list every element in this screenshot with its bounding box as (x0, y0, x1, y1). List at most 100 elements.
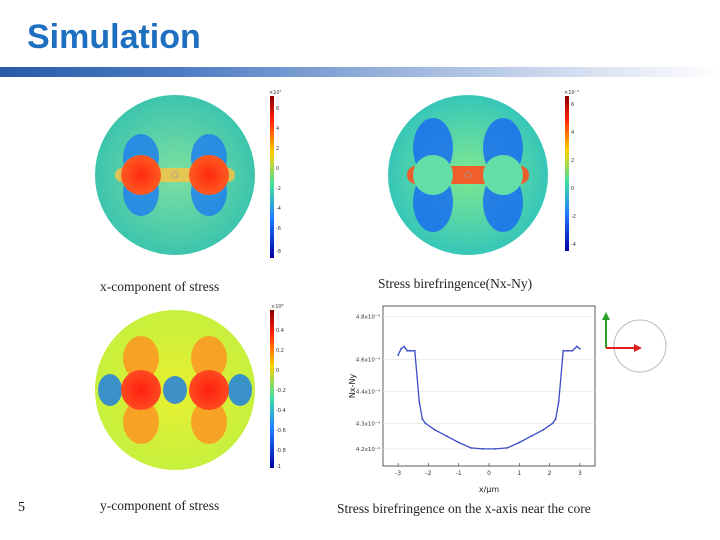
colorbar-scale-label: ×10⁷ (269, 90, 282, 96)
colorbar-tick-label: -4 (571, 242, 576, 248)
plot-area (382, 305, 596, 467)
colorbar-tick-label: -2 (571, 214, 576, 220)
colorbar-tick-label: 2 (571, 158, 574, 164)
slide-title: Simulation (27, 18, 201, 56)
data-point (554, 418, 557, 420)
colorbar-tick-label: 2 (276, 146, 279, 152)
data-point (494, 448, 496, 450)
data-point (409, 349, 412, 352)
colorbar-tick-label: -0.4 (276, 408, 286, 414)
stress-lobe (191, 336, 227, 380)
caption-x-stress: x-component of stress (100, 279, 220, 294)
colorbar-tick-label: -0.6 (276, 428, 286, 434)
x-tick-label: -3 (395, 470, 401, 477)
x-ticks: -3 -2 -1 0 1 2 3 (395, 463, 582, 477)
data-point (551, 422, 554, 425)
title-underline-bar (0, 67, 720, 77)
stress-rod-right (483, 155, 523, 195)
stress-rod-left (121, 370, 161, 410)
data-point (530, 435, 533, 438)
data-point (424, 422, 427, 425)
x-tick-label: 3 (578, 470, 582, 477)
stress-rod-left (121, 155, 161, 195)
stress-lobe (123, 336, 159, 380)
x-tick-label: -1 (456, 470, 462, 477)
heatmap-y-stress: ×10⁸ 0.4 0.2 0 -0.2 -0.4 -0.6 -0.8 -1 (95, 300, 295, 475)
colorbar-tick-label: 0 (276, 368, 279, 374)
data-point (469, 446, 472, 449)
data-point (575, 345, 578, 348)
birefringence-line-chart: 4.8x10⁻⁴ 4.6x10⁻⁴ 4.4x10⁻⁴ 4.3x10⁻⁴ 4.2x10⁻⁴… (325, 298, 610, 498)
colorbar-tick-label: -6 (276, 226, 281, 232)
y-tick-label: 4.4x10⁻⁴ (356, 388, 381, 395)
colorbar-tick-label: -0.2 (276, 388, 286, 394)
colorbar (270, 96, 274, 258)
data-point (557, 401, 560, 403)
y-tick-label: 4.3x10⁻⁴ (356, 420, 381, 427)
data-point (413, 349, 416, 352)
data-point (457, 441, 460, 444)
colorbar-tick-label: -2 (276, 186, 281, 192)
data-point (518, 441, 521, 444)
stress-lobe (191, 400, 227, 444)
y-tick-label: 4.2x10⁻⁴ (356, 446, 381, 453)
colorbar (565, 96, 569, 251)
colorbar-tick-label: 4 (571, 130, 574, 136)
x-tick-label: -2 (425, 470, 431, 477)
fiber-core (171, 171, 179, 179)
colorbar-tick-label: 0 (571, 186, 574, 192)
colorbar (270, 310, 274, 468)
colorbar-tick-label: -1 (276, 464, 281, 470)
x-axis-label: x/μm (479, 485, 500, 494)
data-point (445, 435, 448, 438)
colorbar-tick-label: 6 (276, 106, 279, 112)
data-point (482, 448, 484, 450)
data-point (571, 349, 574, 352)
data-point (418, 401, 421, 403)
data-point (406, 349, 409, 352)
colorbar-tick-label: 4 (276, 126, 279, 132)
colorbar-scale-label: ×10⁸ (271, 304, 284, 310)
data-point (566, 349, 569, 352)
data-point (403, 345, 406, 348)
y-ticks: 4.8x10⁻⁴ 4.6x10⁻⁴ 4.4x10⁻⁴ 4.3x10⁻⁴ 4.2x10⁻⁴ (356, 314, 381, 453)
colorbar-tick-label: -8 (276, 249, 281, 255)
series-points (397, 345, 581, 450)
x-tick-label: 2 (548, 470, 552, 477)
stress-lobe (98, 374, 122, 406)
data-point (421, 418, 424, 420)
fiber-outline-icon (613, 319, 667, 373)
heatmap-x-stress: ×10⁷ 6 4 2 0 -2 -4 -6 -8 (95, 88, 290, 263)
stress-lobe (163, 376, 187, 404)
data-point (542, 428, 545, 431)
slide-number: 5 (18, 500, 25, 515)
caption-y-stress: y-component of stress (100, 498, 220, 513)
stress-lobe (123, 400, 159, 444)
colorbar-tick-label: 0 (276, 166, 279, 172)
colorbar-tick-label: 6 (571, 102, 574, 108)
caption-birefringence: Stress birefringence(Nx-Ny) (378, 276, 533, 291)
data-point (578, 347, 581, 350)
y-tick-label: 4.6x10⁻⁴ (356, 356, 381, 363)
heatmap-birefringence: ×10⁻⁵ 6 4 2 0 -2 -4 (385, 88, 585, 263)
colorbar-tick-label: 0.4 (276, 328, 284, 334)
fiber-core (464, 171, 472, 179)
data-point (562, 349, 565, 352)
stress-rod-right (189, 155, 229, 195)
stress-rod-left (413, 155, 453, 195)
colorbar-tick-label: 0.2 (276, 348, 284, 354)
data-point (397, 354, 400, 356)
data-point (506, 446, 509, 449)
data-point (433, 428, 436, 431)
y-axis-label: Nx-Ny (348, 374, 357, 399)
colorbar-tick-label: -4 (276, 206, 281, 212)
data-point (400, 347, 403, 350)
stress-lobe (228, 374, 252, 406)
axis-orientation-inset (598, 310, 673, 380)
y-tick-label: 4.8x10⁻⁴ (356, 314, 381, 321)
colorbar-tick-label: -0.8 (276, 448, 286, 454)
stress-rod-right (189, 370, 229, 410)
x-tick-label: 0 (487, 470, 491, 477)
caption-birefringence-x-axis: Stress birefringence on the x-axis near … (337, 501, 591, 516)
colorbar-scale-label: ×10⁻⁵ (564, 90, 579, 96)
